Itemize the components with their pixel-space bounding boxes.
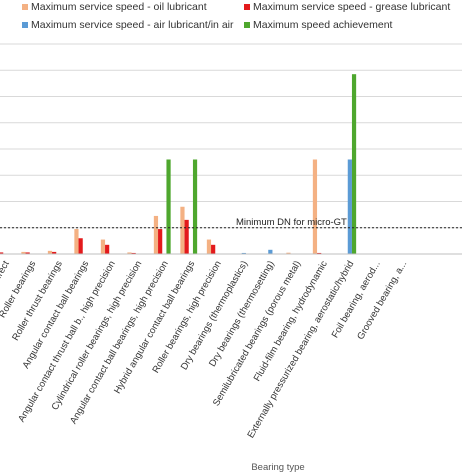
bar (153, 215, 159, 254)
x-axis-title: Bearing type (251, 462, 304, 473)
bar (100, 239, 106, 254)
bar (131, 252, 136, 254)
reference-line-label: Minimum DN for micro-GT (236, 217, 347, 228)
bar (268, 249, 273, 254)
x-tick-label: Grooved bearing, a... (355, 259, 409, 342)
bar (351, 74, 357, 254)
x-tick-label: ...rect (0, 259, 12, 285)
bar (347, 159, 352, 254)
bar (180, 206, 185, 254)
legend-entry: Maximum service speed - grease lubricant (253, 1, 450, 13)
legend-swatch (22, 4, 28, 10)
legend-swatch (244, 22, 250, 28)
bar (21, 251, 26, 254)
bar (127, 252, 132, 254)
bar (166, 159, 171, 254)
legend-swatch (244, 4, 250, 10)
legend-entry: Maximum service speed - air lubricant/in… (31, 19, 234, 31)
bar (78, 238, 83, 254)
bar (206, 239, 212, 254)
legend-entry: Maximum service speed - oil lubricant (31, 1, 207, 13)
bar (241, 252, 246, 254)
bar (317, 252, 322, 254)
legend: Maximum service speed - oil lubricant Max… (22, 1, 450, 31)
bar (184, 219, 189, 254)
bar (25, 252, 30, 254)
bar (192, 159, 198, 254)
bar (211, 244, 216, 254)
legend-entry: Maximum speed achievement (253, 19, 393, 31)
x-tick-label: Foil bearing, aerod... (330, 259, 383, 340)
bar (0, 252, 4, 254)
bar (312, 159, 318, 254)
bar (158, 229, 163, 254)
legend-swatch (22, 22, 28, 28)
bar (74, 229, 79, 254)
bar (286, 252, 291, 254)
bar (47, 250, 53, 254)
bar (105, 244, 110, 254)
gridlines (0, 43, 462, 229)
bars (0, 74, 357, 254)
bar (52, 251, 57, 254)
